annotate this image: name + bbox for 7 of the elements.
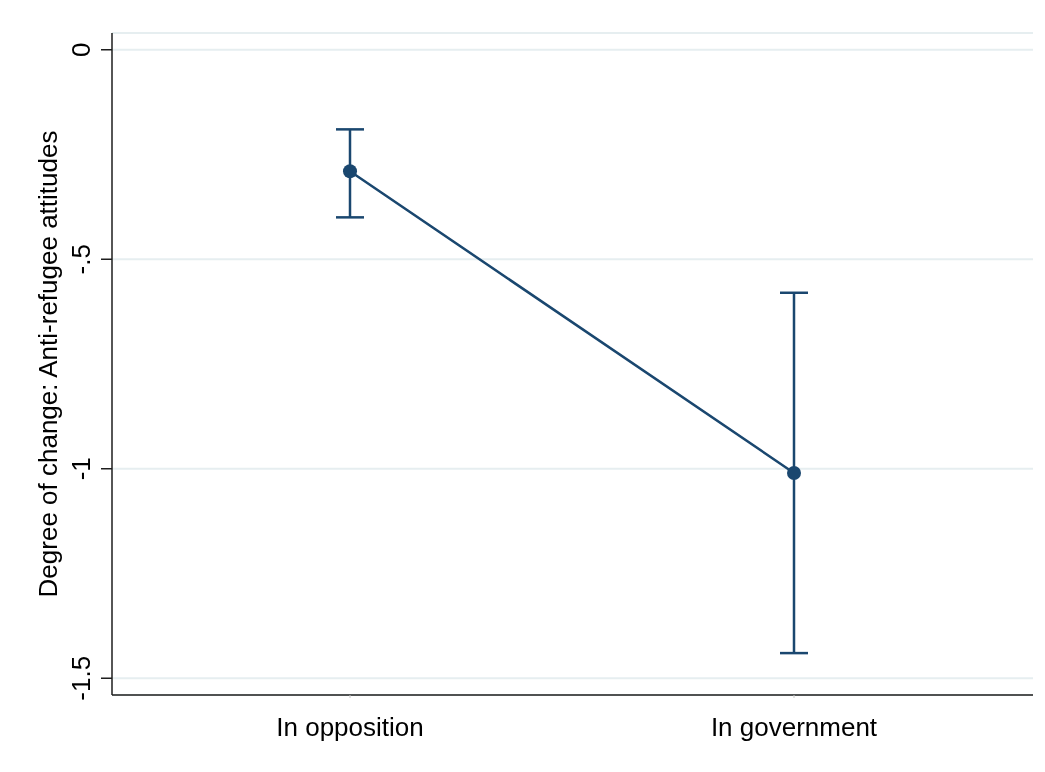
y-tick-label: -.5 <box>66 244 96 275</box>
y-tick-label: 0 <box>66 42 96 57</box>
x-tick-label: In opposition <box>276 712 424 742</box>
y-tick-label: -1.5 <box>66 655 96 701</box>
y-tick-label: -1 <box>66 457 96 481</box>
y-axis-title: Degree of change: Anti-refugee attitudes <box>33 130 63 598</box>
x-tick-label: In government <box>710 712 878 742</box>
